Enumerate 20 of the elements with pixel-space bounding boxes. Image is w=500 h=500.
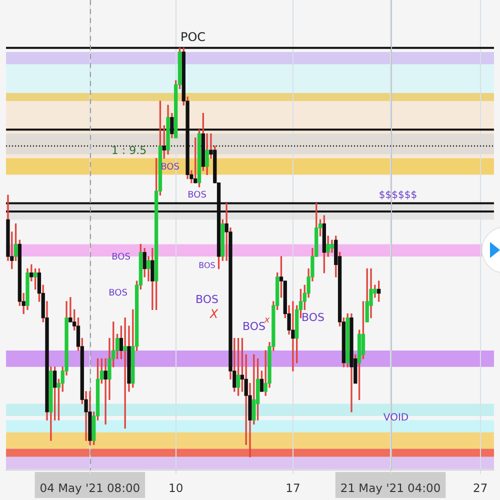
- annotation: BOS: [196, 292, 219, 306]
- x-tick-label: 21 May '21 04:00: [340, 480, 441, 495]
- annotation: 1 : 9.5: [111, 144, 147, 157]
- x-tick-label: 04 May '21 08:00: [40, 480, 140, 495]
- annotation: BOS: [302, 310, 325, 324]
- annotation: BOS: [198, 261, 216, 270]
- candlestick: [104, 358, 108, 425]
- annotation: $$$$$$: [378, 190, 418, 201]
- annotation: VOID: [383, 412, 409, 424]
- annotation: BOS: [242, 320, 266, 333]
- annotation: POC: [180, 30, 206, 44]
- annotation: X: [208, 307, 219, 322]
- annotation: x: [263, 315, 270, 326]
- annotation: BOS: [188, 190, 207, 200]
- annotation: BOS: [112, 252, 131, 262]
- x-tick-label: 17: [286, 480, 300, 495]
- annotation: BOS: [108, 288, 128, 298]
- x-tick-label: 27: [472, 480, 488, 495]
- candlestick: [291, 301, 295, 372]
- x-tick-label: 10: [168, 480, 184, 495]
